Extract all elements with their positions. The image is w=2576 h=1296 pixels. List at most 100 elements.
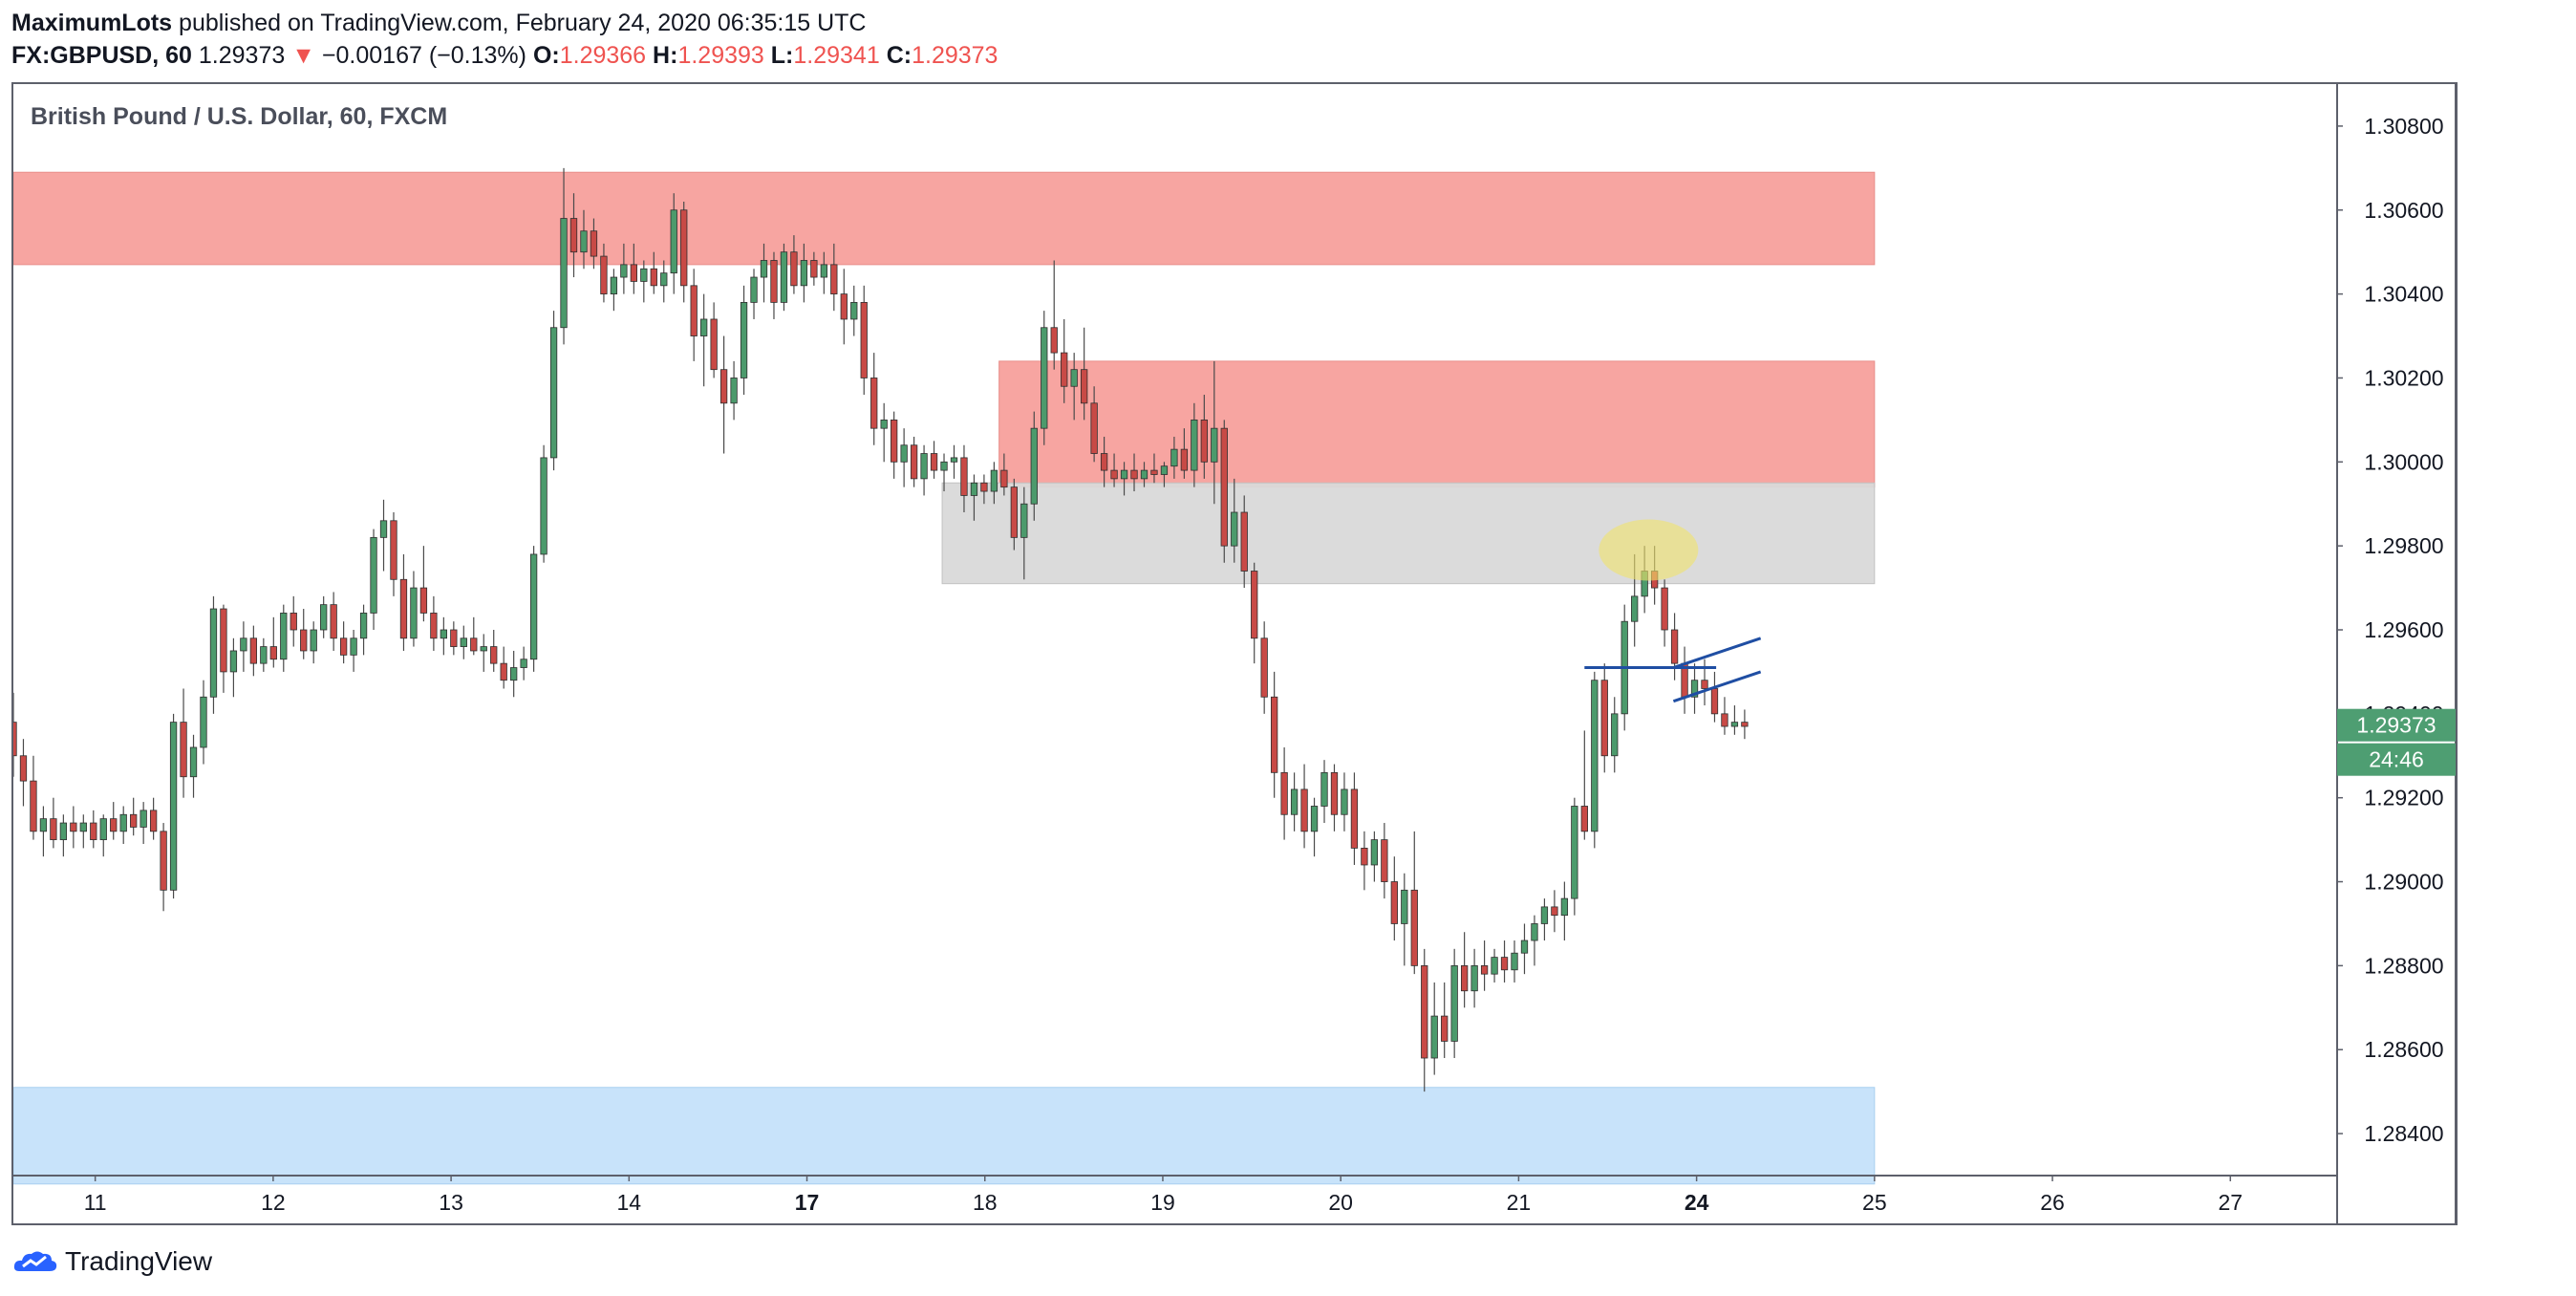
last-price-tag-value: 1.29373	[2356, 713, 2436, 738]
candle-body-down	[220, 608, 227, 673]
resistance-zone-upper	[13, 171, 1876, 266]
candle	[1520, 923, 1529, 975]
candle	[790, 235, 798, 294]
candle	[1120, 462, 1128, 496]
y-tick-label: 1.29800	[2364, 533, 2443, 558]
candle	[440, 616, 448, 656]
candle-body-down	[1480, 964, 1489, 975]
price-chart[interactable]: 1.30800 1.30600 1.30400 1.30200 1.30000 1.298…	[13, 84, 2456, 1223]
candle-body-up	[1540, 906, 1549, 924]
candle	[1231, 478, 1238, 563]
price-change: −0.00167 (−0.13%)	[321, 42, 526, 69]
candle	[269, 616, 277, 668]
y-tick-label: 1.30400	[2364, 282, 2443, 307]
candle	[540, 444, 547, 563]
candle-body-down	[1330, 771, 1339, 815]
candle	[960, 444, 968, 513]
candle-body-down	[600, 255, 608, 295]
candle-body-up	[79, 822, 87, 832]
chart-pane[interactable]: 1.30800 1.30600 1.30400 1.30200 1.30000 1.298…	[11, 82, 2458, 1225]
candle	[1140, 462, 1148, 487]
candle-body-down	[160, 831, 167, 891]
candle	[670, 193, 677, 294]
candle	[500, 646, 507, 689]
tradingview-logo[interactable]: TradingView	[13, 1242, 212, 1281]
y-tick-label: 1.28600	[2364, 1037, 2443, 1062]
candle-body-up	[320, 604, 328, 631]
candle	[1170, 436, 1178, 479]
brand-name: TradingView	[65, 1246, 213, 1276]
candle	[560, 167, 568, 345]
candle	[1531, 915, 1538, 966]
candle-body-down	[1410, 889, 1418, 966]
candle-body-up	[1730, 722, 1739, 727]
candle-body-up	[1070, 369, 1078, 387]
candle-body-down	[930, 453, 938, 471]
candle	[840, 269, 848, 345]
candle	[1041, 311, 1048, 445]
pane-title: British Pound / U.S. Dollar, 60, FXCM	[31, 103, 447, 130]
candle	[640, 260, 648, 303]
candle-body-up	[189, 746, 198, 778]
candle-body-down	[110, 818, 118, 832]
candle	[13, 692, 17, 777]
tradingview-cloud-icon	[13, 1251, 57, 1271]
neutral-zone	[941, 482, 1876, 585]
candle	[370, 529, 377, 630]
candle	[110, 802, 118, 840]
candle	[630, 243, 637, 294]
candle-body-up	[1320, 771, 1328, 807]
candle-body-down	[180, 722, 187, 778]
open-label: O:	[532, 42, 560, 69]
candle	[1270, 671, 1278, 798]
candle-body-up	[440, 629, 448, 639]
candle-body-up	[1231, 511, 1238, 547]
candle	[220, 604, 227, 693]
candle-body-down	[19, 755, 28, 782]
candle	[1000, 453, 1008, 496]
candle-body-down	[30, 780, 37, 832]
candle-body-up	[1470, 964, 1478, 992]
candle-body-up	[529, 553, 538, 660]
x-tick-label: 12	[261, 1190, 286, 1215]
low-label: L:	[770, 42, 794, 69]
candle-body-down	[1721, 713, 1728, 727]
symbol-quote-line: FX:GBPUSD, 60 1.29373 ▼ −0.00167 (−0.13%…	[11, 40, 998, 71]
candle	[900, 428, 908, 487]
candle	[1090, 386, 1098, 463]
candle	[19, 739, 28, 807]
candle	[1491, 948, 1498, 983]
candle-body-down	[1180, 448, 1189, 471]
candle-body-down	[1350, 788, 1359, 849]
candle-body-up	[1041, 327, 1048, 429]
candle	[1300, 764, 1308, 849]
candle	[680, 201, 688, 303]
candle-body-up	[780, 251, 788, 303]
candle	[450, 621, 458, 656]
candle-body-up	[1290, 788, 1299, 815]
candle	[510, 650, 518, 698]
candle	[950, 444, 958, 479]
symbol-label: FX:GBPUSD, 60	[11, 42, 192, 69]
candle-body-down	[1580, 806, 1588, 832]
candle-body-down	[1061, 352, 1068, 387]
candle	[90, 810, 97, 849]
candle-body-down	[891, 419, 898, 463]
candle	[79, 814, 87, 849]
candle-body-down	[500, 662, 507, 681]
author-name[interactable]: MaximumLots	[11, 10, 173, 36]
candle	[1470, 948, 1478, 1008]
candle-body-up	[940, 461, 948, 471]
candle	[209, 595, 218, 714]
candle-body-up	[1191, 419, 1198, 471]
candle-body-down	[1240, 511, 1248, 572]
candle	[160, 823, 167, 912]
candle-body-down	[419, 587, 428, 614]
high-label: H:	[653, 42, 678, 69]
candle-body-up	[1020, 503, 1028, 538]
candle-body-down	[1081, 369, 1088, 404]
candle	[580, 209, 588, 270]
candle-body-up	[1690, 680, 1699, 698]
x-tick-label: 18	[973, 1190, 998, 1215]
candle	[470, 616, 478, 656]
